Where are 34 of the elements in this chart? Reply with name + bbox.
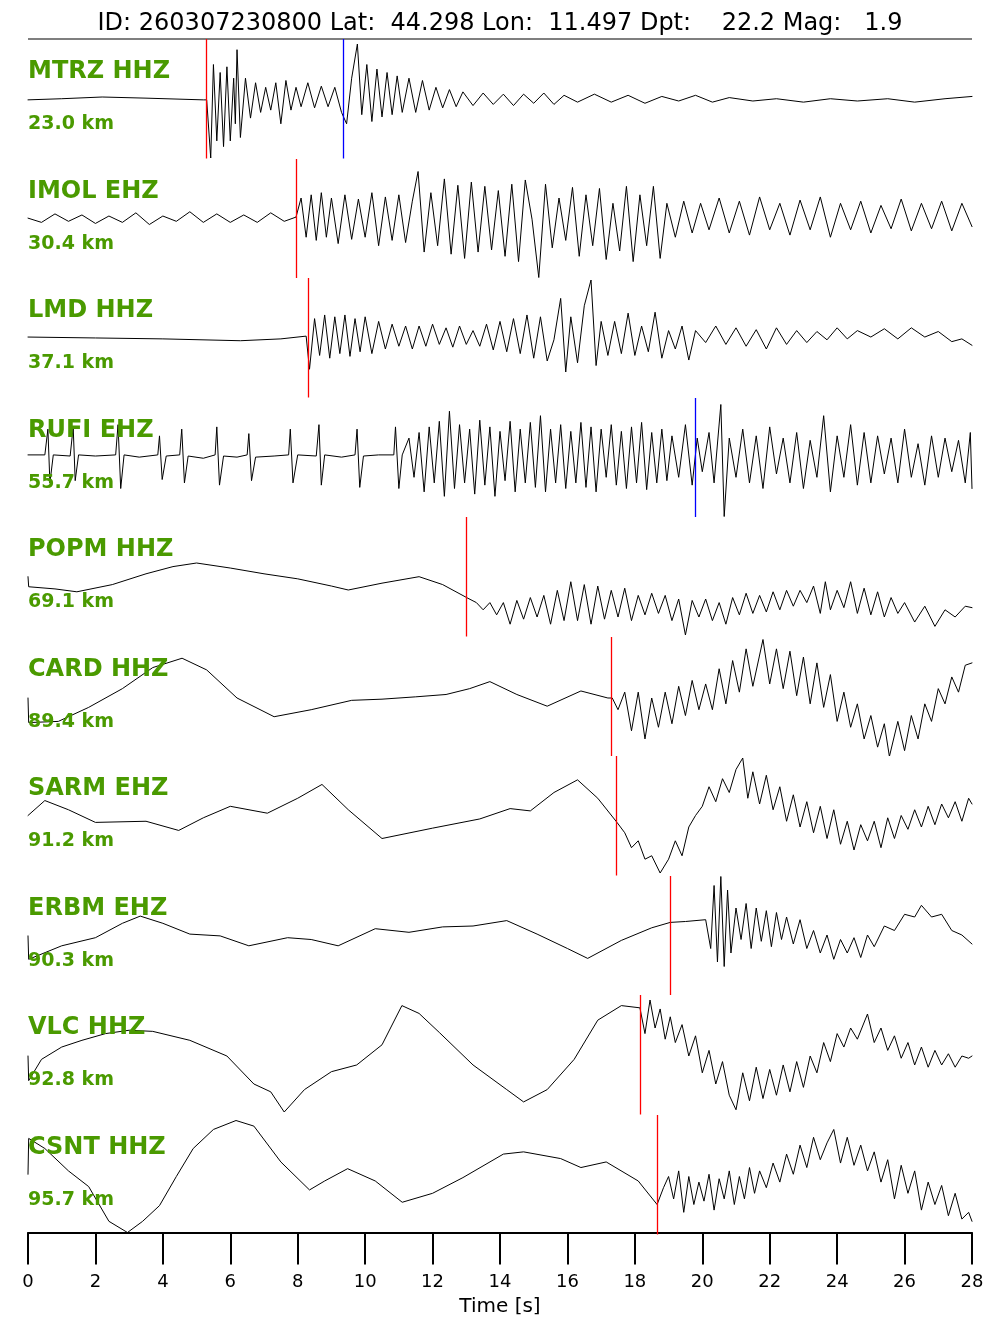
x-tick-label: 2 [89, 1269, 102, 1291]
series-label: MTRZ HHZ [28, 56, 171, 84]
x-tick-label: 16 [555, 1269, 579, 1291]
x-tick-label: 28 [960, 1269, 984, 1291]
annotation: 37.1 km [28, 350, 114, 372]
chart-title: ID: 260307230800 Lat: 44.298 Lon: 11.497 Dpt: 22.2 Mag: 1.9 [97, 8, 903, 36]
x-axis-title: Time [s] [458, 1292, 541, 1316]
annotation: 30.4 km [28, 230, 114, 253]
annotation: 90.3 km [28, 947, 114, 970]
x-tick-label: 24 [825, 1269, 849, 1291]
annotation: 23.0 km [28, 111, 114, 133]
series-label: RUFI EHZ [28, 414, 154, 443]
x-tick-label: 22 [758, 1269, 782, 1291]
x-tick-label: 14 [488, 1269, 512, 1291]
series-label: LMD HHZ [28, 295, 154, 323]
annotation: 69.1 km [28, 589, 114, 611]
x-tick-label: 26 [893, 1269, 917, 1291]
x-tick-label: 8 [291, 1269, 304, 1291]
series-label: ERBM EHZ [28, 892, 168, 921]
series-label: IMOL EHZ [28, 175, 159, 204]
annotation: 92.8 km [28, 1067, 114, 1089]
x-tick-label: 20 [690, 1269, 714, 1291]
series-label: SARM EHZ [28, 773, 169, 801]
x-tick-label: 12 [421, 1269, 445, 1291]
x-tick-label: 4 [157, 1269, 169, 1291]
series-label: VLC HHZ [28, 1012, 146, 1040]
x-tick-label: 0 [22, 1269, 34, 1291]
x-tick-label: 10 [353, 1269, 377, 1291]
x-tick-label: 6 [224, 1269, 237, 1291]
series-label: POPM HHZ [28, 534, 174, 562]
annotation: 91.2 km [28, 828, 114, 850]
annotation: 95.7 km [28, 1186, 114, 1209]
annotation: 55.7 km [28, 469, 114, 492]
x-tick-label: 18 [623, 1269, 647, 1291]
